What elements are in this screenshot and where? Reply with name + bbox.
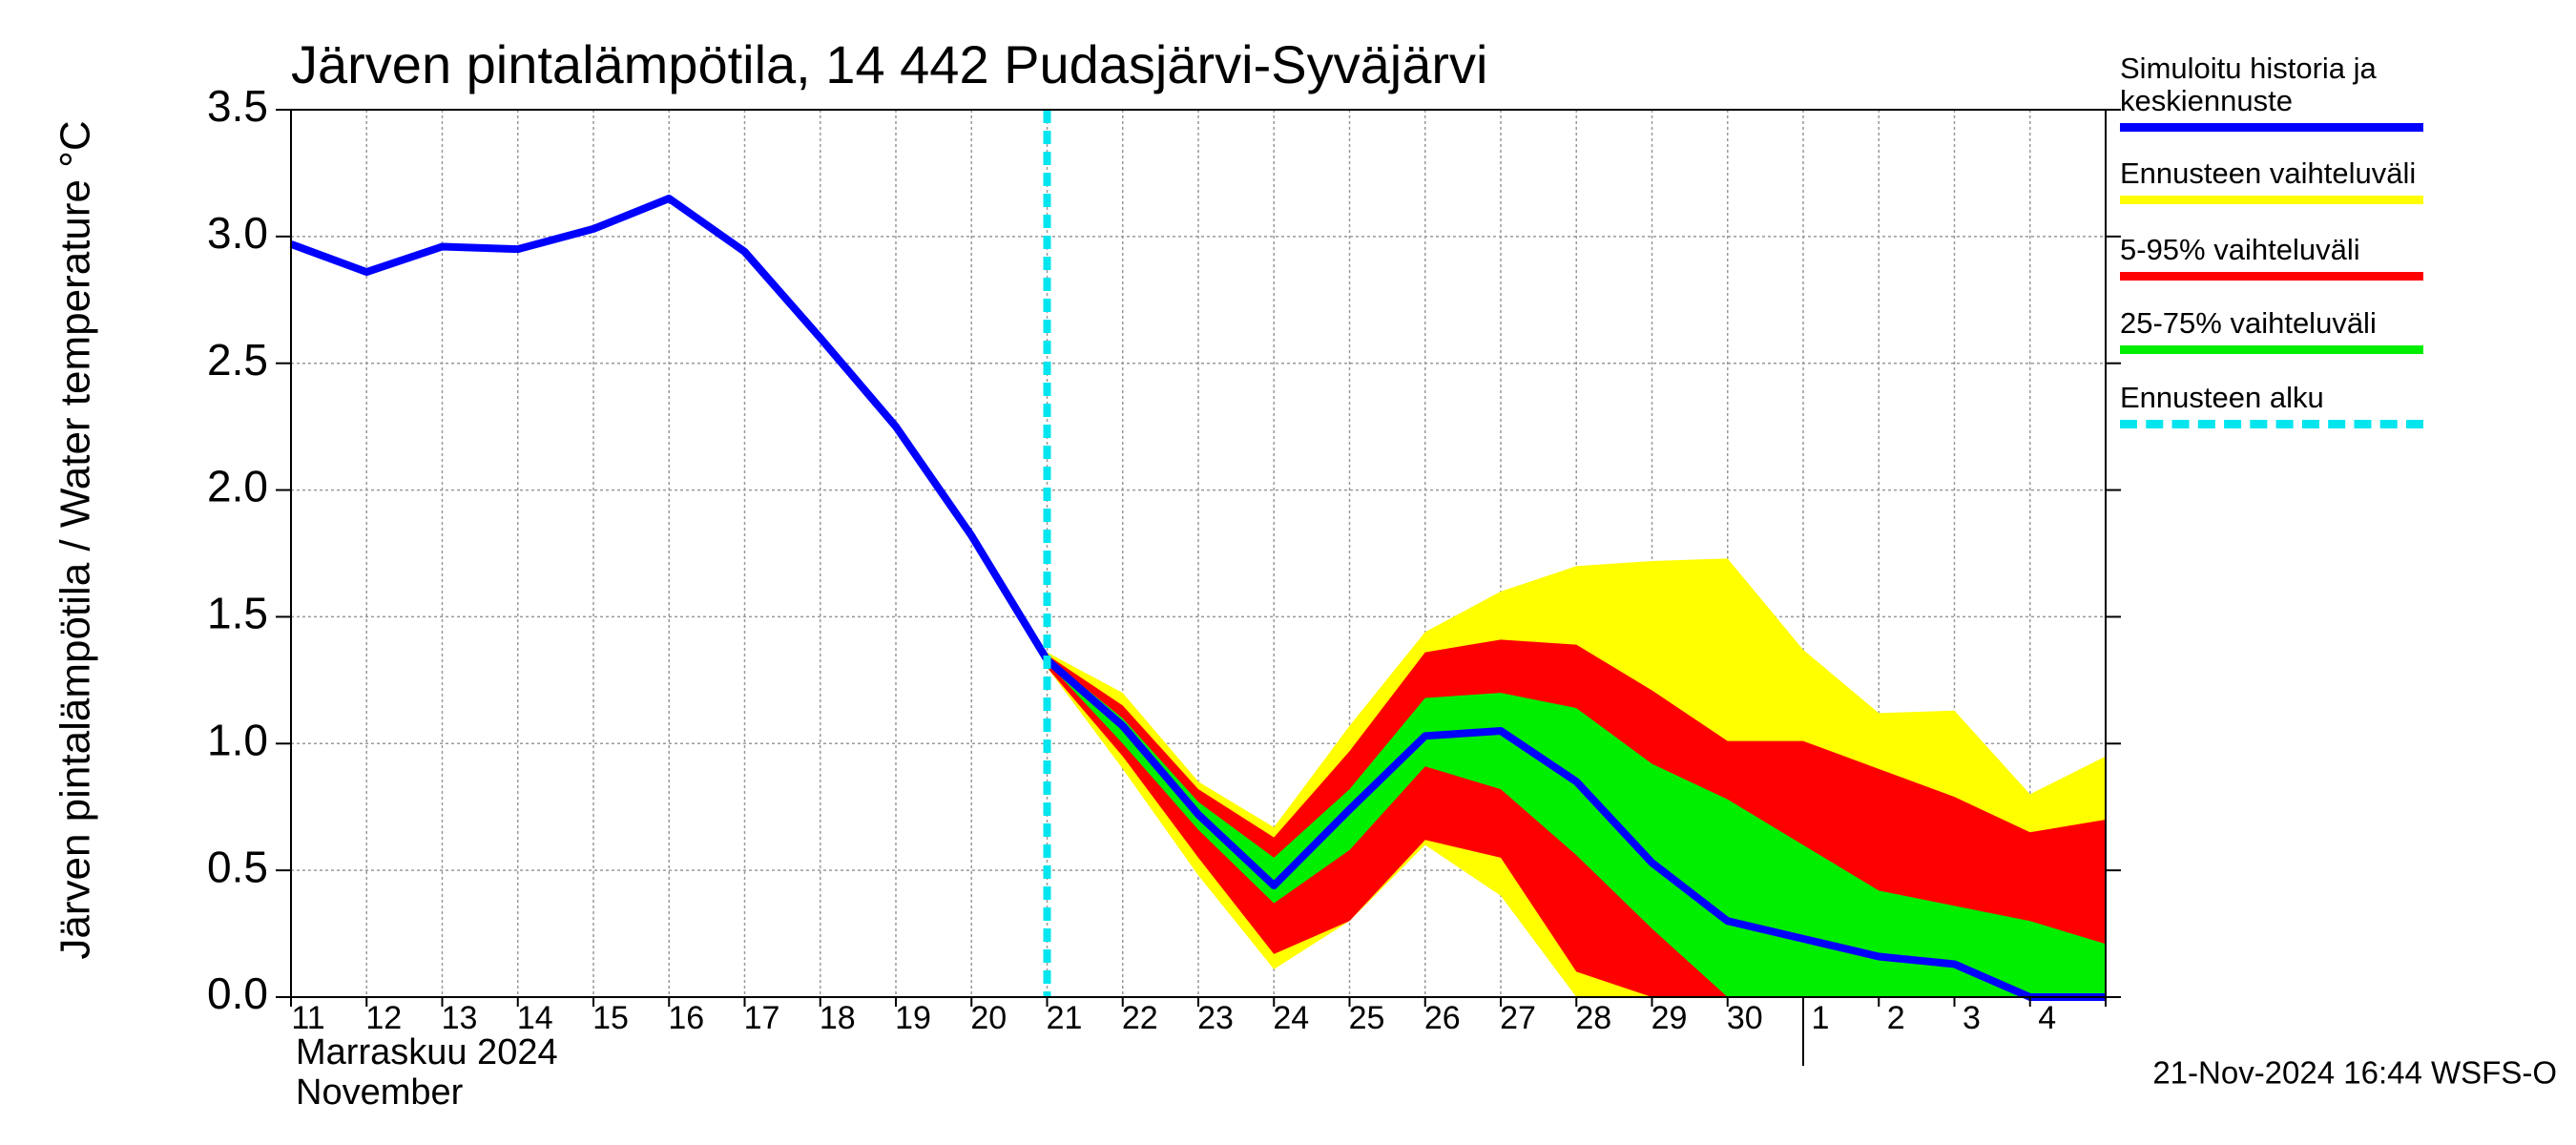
y-tick-label: 0.5 [207,842,268,891]
y-tick-label: 1.0 [207,715,268,764]
x-axis-label: November [296,1072,464,1113]
legend-item: Ennusteen alku [2120,382,2435,428]
legend-label: Ennusteen alku [2120,381,2324,414]
legend-swatch [2120,123,2423,132]
x-tick-label: 11 [291,1000,324,1036]
x-tick-label: 27 [1500,1000,1536,1036]
chart-title: Järven pintalämpötila, 14 442 Pudasjärvi… [291,34,1487,94]
x-tick-label: 3 [1963,1000,1981,1036]
y-tick-label: 2.0 [207,462,268,511]
x-axis-label: Marraskuu 2024 [296,1032,558,1072]
x-tick-label: 28 [1575,1000,1611,1036]
x-tick-label: 24 [1273,1000,1309,1036]
legend-item: 5-95% vaihteluväli [2120,234,2435,281]
x-tick-label: 29 [1652,1000,1688,1036]
legend-swatch [2120,345,2423,354]
x-tick-label: 21 [1047,1000,1083,1036]
x-tick-label: 26 [1424,1000,1461,1036]
series-line [289,195,2106,1001]
x-tick-label: 22 [1122,1000,1158,1036]
x-tick-label: 14 [517,1000,553,1036]
x-tick-label: 1 [1812,1000,1830,1036]
y-tick-label: 3.0 [207,208,268,258]
x-tick-label: 25 [1349,1000,1385,1036]
legend-label: 5-95% vaihteluväli [2120,233,2360,266]
legend-item: Simuloitu historia ja keskiennuste [2120,52,2435,132]
legend-swatch [2120,272,2423,281]
x-tick-label: 17 [744,1000,780,1036]
y-tick-label: 1.5 [207,589,268,638]
x-tick-label: 18 [820,1000,856,1036]
x-tick-label: 12 [365,1000,402,1036]
x-tick-label: 13 [442,1000,478,1036]
legend-label: Simuloitu historia ja keskiennuste [2120,52,2377,117]
y-axis-label: Järven pintalämpötila / Water temperatur… [52,120,99,959]
legend-swatch [2120,196,2423,204]
legend-item: Ennusteen vaihteluväli [2120,157,2435,204]
legend-item: 25-75% vaihteluväli [2120,307,2435,354]
legend-swatch [2120,420,2423,428]
x-tick-label: 2 [1887,1000,1905,1036]
y-tick-label: 3.5 [207,81,268,131]
x-tick-label: 15 [592,1000,629,1036]
band-area [1047,656,2106,997]
x-tick-label: 4 [2038,1000,2056,1036]
y-tick-label: 0.0 [207,968,268,1018]
x-tick-label: 23 [1197,1000,1234,1036]
x-tick-label: 16 [668,1000,704,1036]
legend-label: 25-75% vaihteluväli [2120,306,2377,340]
legend-label: Ennusteen vaihteluväli [2120,156,2417,190]
x-tick-label: 30 [1727,1000,1763,1036]
footer: 21-Nov-2024 16:44 WSFS-O [2152,1055,2557,1091]
x-tick-label: 19 [895,1000,931,1036]
x-tick-label: 20 [970,1000,1007,1036]
y-tick-label: 2.5 [207,335,268,385]
